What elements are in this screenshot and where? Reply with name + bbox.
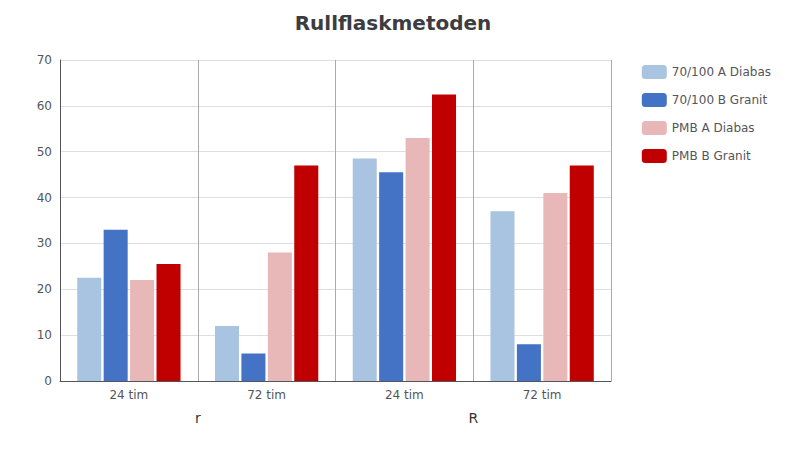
svg-text:Rullflaskmetoden: Rullflaskmetoden bbox=[295, 11, 492, 35]
svg-text:PMB B Granit: PMB B Granit bbox=[672, 149, 751, 163]
svg-text:PMB A Diabas: PMB A Diabas bbox=[672, 121, 755, 135]
svg-text:70/100 A Diabas: 70/100 A Diabas bbox=[672, 65, 771, 79]
svg-text:24 tim: 24 tim bbox=[385, 388, 424, 402]
svg-text:20: 20 bbox=[37, 282, 52, 296]
svg-text:30: 30 bbox=[37, 236, 52, 250]
svg-text:24 tim: 24 tim bbox=[109, 388, 148, 402]
svg-text:72 tim: 72 tim bbox=[523, 388, 562, 402]
svg-text:72 tim: 72 tim bbox=[247, 388, 286, 402]
svg-text:70: 70 bbox=[37, 53, 52, 67]
svg-text:70/100 B Granit: 70/100 B Granit bbox=[672, 93, 768, 107]
svg-text:60: 60 bbox=[37, 99, 52, 113]
svg-text:0: 0 bbox=[44, 374, 52, 388]
svg-text:40: 40 bbox=[37, 191, 52, 205]
svg-text:10: 10 bbox=[37, 328, 52, 342]
svg-text:R: R bbox=[468, 410, 478, 426]
svg-text:r: r bbox=[195, 410, 201, 426]
svg-text:50: 50 bbox=[37, 145, 52, 159]
